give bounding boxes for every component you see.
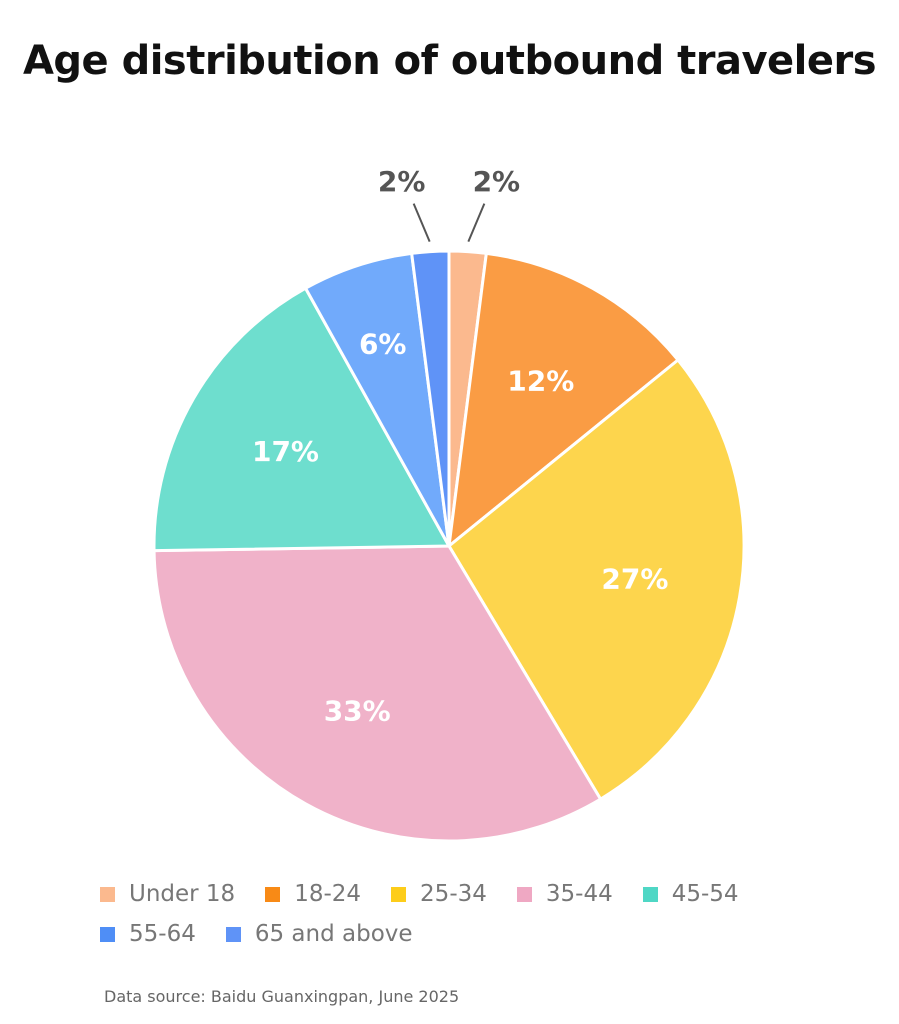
legend-label: 65 and above	[254, 921, 413, 947]
legend-swatch	[100, 886, 115, 902]
legend-label: 35-44	[545, 881, 613, 907]
legend-label: 45-54	[671, 881, 739, 907]
legend-item-55-64: 55-64	[100, 918, 196, 950]
legend-swatch	[516, 886, 532, 902]
legend-swatch	[100, 926, 115, 942]
leader-line-under-18	[467, 203, 486, 243]
legend-item-65-and-above: 65 and above	[225, 918, 413, 950]
legend: Under 18 18-24 25-34 35-44 45-54 55-64 65 and …	[100, 878, 860, 950]
pie-slice-25-34	[447, 358, 746, 801]
slice-label-45-54: 17%	[252, 435, 319, 468]
slice-label-under-18: 2%	[473, 165, 521, 198]
pie-slice-35-44	[152, 544, 603, 843]
slice-label-55-64: 6%	[359, 328, 407, 361]
legend-label: 25-34	[420, 881, 487, 907]
pie-slice-45-54	[152, 286, 451, 553]
legend-swatch	[225, 926, 241, 942]
legend-item-18-24: 18-24	[265, 878, 361, 910]
legend-swatch	[642, 886, 658, 902]
leader-line-65-and-above	[412, 203, 431, 243]
slice-label-65-and-above: 2%	[378, 165, 426, 198]
data-source: Data source: Baidu Guanxingpan, June 202…	[104, 987, 460, 1006]
legend-label: 18-24	[294, 881, 362, 907]
legend-item-35-44: 35-44	[516, 878, 613, 910]
legend-swatch	[265, 886, 281, 902]
legend-item-25-34: 25-34	[391, 878, 487, 910]
legend-label: Under 18	[129, 881, 236, 907]
legend-item-under-18: Under 18	[100, 878, 235, 910]
slice-label-18-24: 12%	[507, 365, 574, 398]
legend-label: 55-64	[129, 921, 196, 947]
chart-title: Age distribution of outbound travelers	[22, 38, 877, 84]
legend-swatch	[391, 886, 407, 902]
legend-item-45-54: 45-54	[642, 878, 739, 910]
slice-label-35-44: 33%	[324, 694, 391, 727]
pie-slice-65-and-above	[410, 249, 451, 548]
slice-label-25-34: 27%	[601, 562, 668, 595]
pie-slice-18-24	[447, 251, 680, 548]
